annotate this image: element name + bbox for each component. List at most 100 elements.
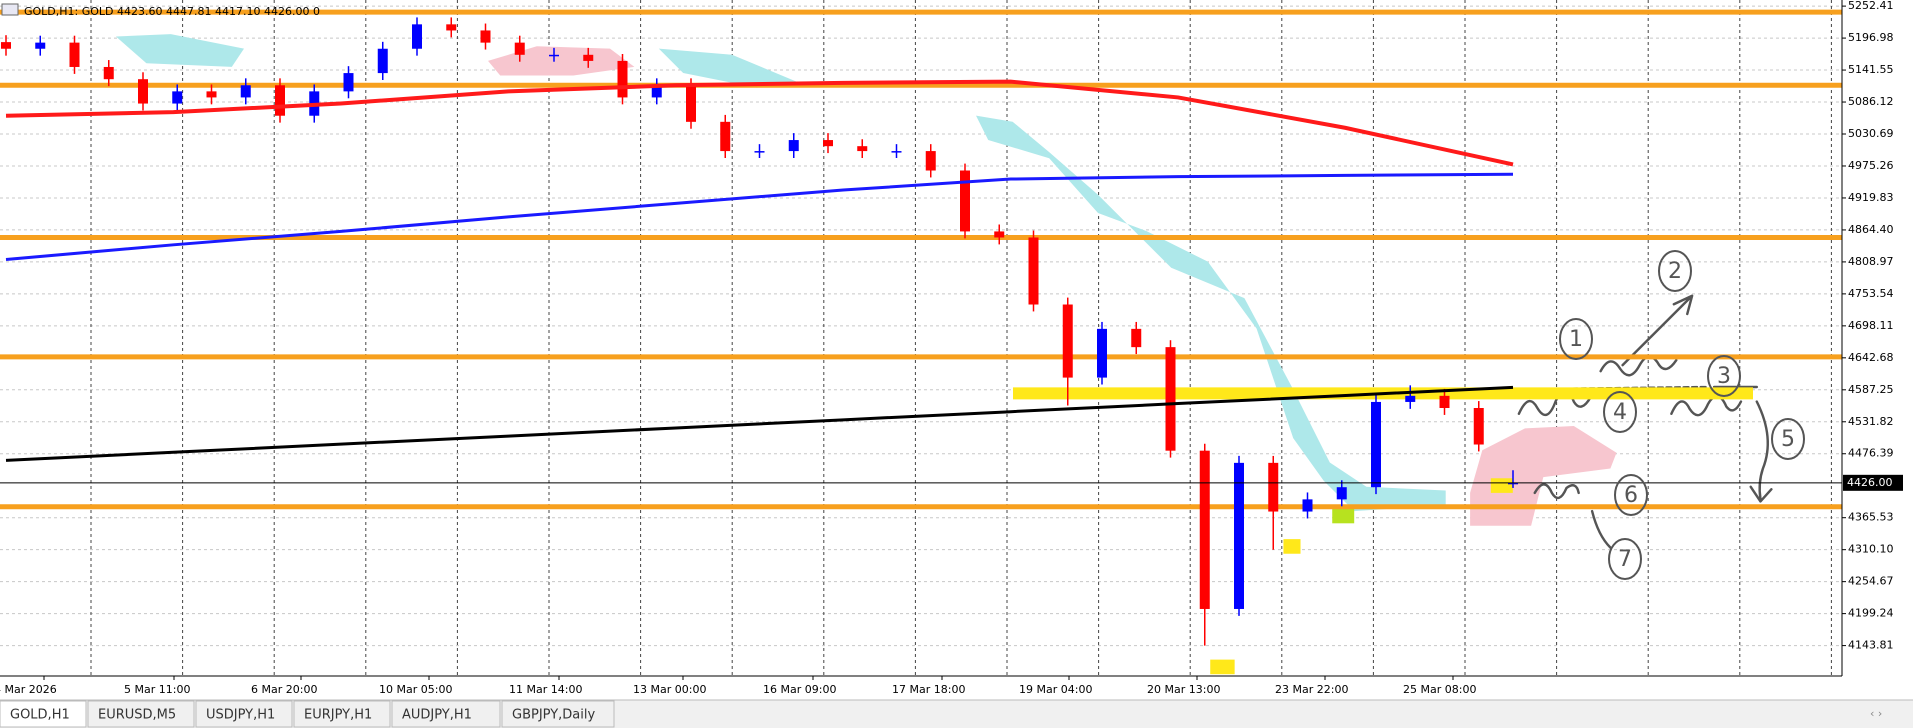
y-tick-label: 4310.10 [1848, 543, 1894, 556]
x-tick-label: 17 Mar 18:00 [892, 683, 965, 696]
tab-label[interactable]: AUDJPY,H1 [402, 708, 472, 723]
annotations: 1 2 3 4 5 6 7 [1559, 250, 1805, 580]
moving-average [5, 79, 1514, 167]
annotation: 1 [1569, 327, 1583, 352]
candle-body [206, 91, 217, 98]
candle-body [377, 48, 388, 74]
candle-body [1028, 237, 1039, 305]
grid-layer [0, 0, 1842, 676]
y-tick-label: 4531.82 [1848, 415, 1894, 428]
x-tick-label: 20 Mar 13:00 [1147, 683, 1220, 696]
candle-body [1439, 395, 1450, 408]
sketch [1670, 394, 1743, 417]
tab-label[interactable]: USDJPY,H1 [206, 708, 275, 723]
candle-body [1268, 462, 1279, 512]
candle-body [1234, 462, 1244, 609]
x-tick-label: 19 Mar 04:00 [1019, 683, 1092, 696]
candle-body [240, 85, 251, 98]
marker [1283, 539, 1301, 554]
tab[interactable] [195, 700, 293, 728]
y-tick-label: 4919.83 [1848, 191, 1894, 204]
candle-body [1371, 401, 1381, 488]
candle-body [1199, 450, 1210, 609]
y-tick-label: 5030.69 [1848, 127, 1894, 140]
annotation: 2 [1668, 259, 1682, 284]
tab-label[interactable]: GOLD,H1 [10, 708, 70, 723]
y-tick-label: 5196.98 [1848, 31, 1894, 44]
annotation-circle [1614, 474, 1648, 516]
candle-body [823, 140, 833, 147]
candle-body [651, 85, 662, 98]
candle-body [514, 42, 525, 55]
y-tick-label: 4864.40 [1848, 223, 1894, 236]
tab[interactable] [391, 700, 501, 728]
y-tick-label: 5252.41 [1848, 0, 1894, 12]
candle-body [754, 151, 765, 153]
y-tick-label: 4698.11 [1848, 319, 1894, 332]
annotation-circle [1707, 355, 1741, 397]
tab[interactable] [293, 700, 391, 728]
ichimoku-cloud [115, 34, 245, 67]
candle-body [172, 91, 183, 104]
candle-body [720, 121, 731, 152]
tab-label[interactable]: EURUSD,M5 [98, 708, 176, 723]
candle-body [1, 42, 11, 49]
candle-body [69, 42, 80, 67]
y-tick-label: 4753.54 [1848, 287, 1894, 300]
x-tick-label: 10 Mar 05:00 [379, 683, 452, 696]
tab-label[interactable]: EURJPY,H1 [304, 708, 372, 723]
annotation: 6 [1624, 483, 1638, 508]
annotation: 3 [1717, 364, 1731, 389]
candle-body [1302, 499, 1313, 512]
scroll-arrows[interactable]: ‹ › [1870, 707, 1882, 720]
annotation: 5 [1781, 427, 1795, 452]
candle-body [1336, 487, 1347, 500]
y-tick-label: 4808.97 [1848, 255, 1894, 268]
candle-body [994, 231, 1005, 238]
chart-header: GOLD,H1: GOLD 4423.60 4447.81 4417.10 44… [24, 5, 320, 18]
candle-body [960, 170, 970, 232]
y-tick-label: 5141.55 [1848, 63, 1894, 76]
candle-body [617, 60, 628, 98]
tab[interactable] [87, 700, 195, 728]
candle-body [1165, 347, 1176, 451]
tab[interactable] [0, 700, 87, 728]
y-tick-label: 4642.68 [1848, 351, 1894, 364]
tabs: GOLD,H1 EURUSD,M5 USDJPY,H1 EURJPY,H1 AUDJPY… [0, 700, 615, 728]
y-tick-label: 4476.39 [1848, 447, 1894, 460]
ichimoku-cloud [1470, 425, 1617, 526]
candle-body [446, 24, 457, 31]
annotation-circle [1771, 418, 1805, 460]
candle-body [275, 85, 285, 116]
candle-body [412, 24, 422, 49]
annotation-circle [1603, 391, 1637, 433]
price-label: 4426.00 [1847, 476, 1893, 489]
tab-label[interactable]: GBPJPY,Daily [512, 708, 595, 723]
sketch [1599, 294, 1694, 377]
marker [1210, 659, 1235, 675]
y-tick-label: 4254.67 [1848, 575, 1894, 588]
annotation: 4 [1613, 400, 1627, 425]
y-tick-label: 4143.81 [1848, 639, 1894, 652]
candle-body [35, 42, 46, 49]
moving-average [5, 172, 1514, 261]
candle-body [891, 151, 902, 153]
sketch [1712, 385, 1773, 503]
x-tick-label: 13 Mar 00:00 [633, 683, 706, 696]
candle-body [480, 30, 491, 43]
candle-body [1473, 407, 1484, 445]
annotation: 7 [1618, 547, 1632, 572]
annotation-circle [1608, 538, 1642, 580]
candle-body [343, 73, 354, 92]
tab[interactable] [501, 700, 615, 728]
chart-icon [1, 3, 19, 16]
x-tick-label: 6 Mar 20:00 [251, 683, 317, 696]
candle-body [1097, 328, 1107, 378]
candle-body [138, 79, 148, 104]
ichimoku-cloud [658, 48, 806, 88]
sketch [1533, 483, 1612, 549]
x-tick-label: 16 Mar 09:00 [763, 683, 836, 696]
candle-body [1405, 395, 1416, 402]
